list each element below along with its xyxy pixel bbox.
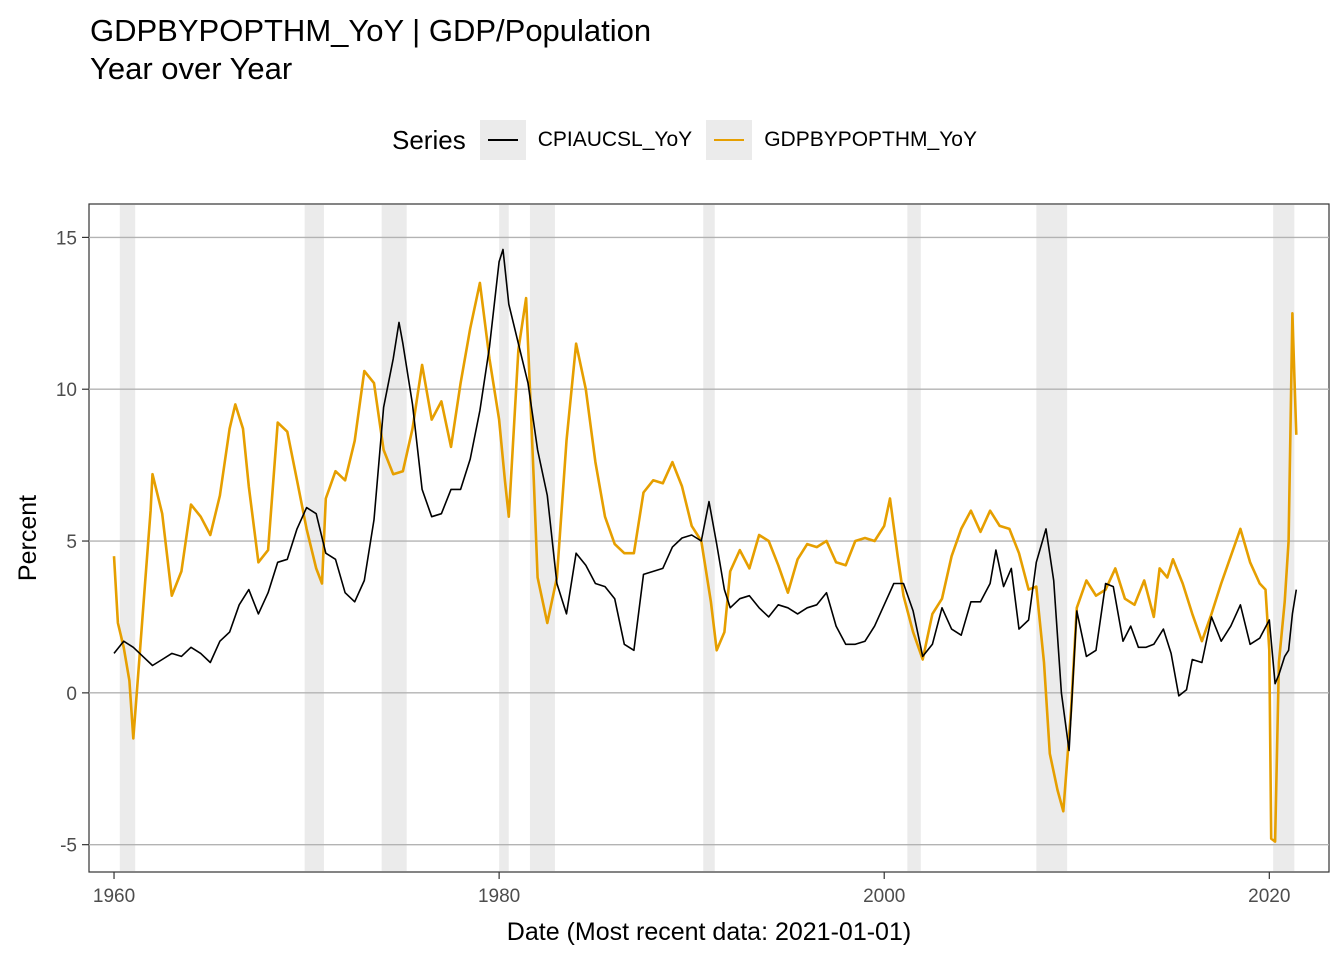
legend-label-gdpbypopthm: GDPBYPOPTHM_YoY	[764, 128, 977, 151]
x-tick-label-1980: 1980	[478, 886, 520, 907]
recession-band-6	[907, 205, 921, 871]
axes: -5 0 5 10 15 1960 1980 2000 2020	[56, 228, 1291, 907]
legend-label-cpiaucsl: CPIAUCSL_YoY	[537, 128, 693, 151]
y-axis-title: Percent	[14, 495, 42, 581]
gridlines	[89, 236, 1329, 846]
recession-band-3	[499, 205, 509, 871]
recession-bands	[119, 205, 1295, 871]
y-tick-label-10: 10	[56, 380, 77, 401]
series-line-gdpbypopthm-yoy	[112, 281, 1298, 843]
y-tick-label-15: 15	[56, 228, 77, 249]
recession-band-0	[119, 205, 136, 871]
y-tick-label-5: 5	[66, 532, 77, 553]
legend-title: Series	[392, 124, 466, 155]
chart-title: GDPBYPOPTHM_YoY | GDP/Population	[90, 13, 652, 48]
y-tick-label--5: -5	[60, 836, 77, 857]
series-line-cpiaucsl-yoy	[113, 248, 1298, 752]
chart-subtitle: Year over Year	[90, 51, 293, 86]
legend: Series CPIAUCSL_YoY GDPBYPOPTHM_YoY	[392, 120, 991, 160]
recession-band-2	[381, 205, 407, 871]
legend-key-gdpbypopthm	[706, 120, 753, 160]
recession-band-5	[703, 205, 715, 871]
recession-band-4	[529, 205, 555, 871]
plot-border	[88, 203, 1330, 873]
recession-band-1	[304, 205, 324, 871]
x-axis-title: Date (Most recent data: 2021-01-01)	[507, 918, 911, 946]
legend-key-cpiaucsl	[479, 120, 526, 160]
x-tick-label-2020: 2020	[1248, 886, 1290, 907]
recession-band-7	[1036, 205, 1068, 871]
y-tick-label-0: 0	[66, 684, 77, 705]
x-tick-label-1960: 1960	[93, 886, 135, 907]
x-tick-label-2000: 2000	[863, 886, 905, 907]
series-lines	[112, 248, 1298, 843]
